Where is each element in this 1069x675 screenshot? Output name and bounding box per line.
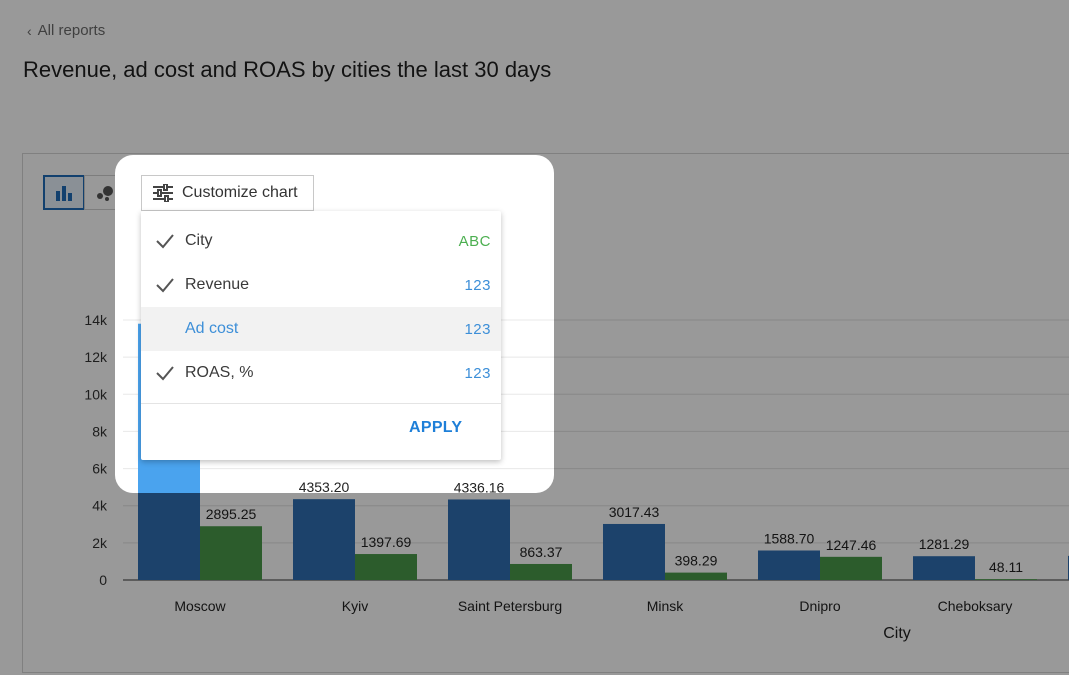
dropdown-item-revenue[interactable]: Revenue 123 (141, 263, 501, 307)
x-tick-label: Saint Petersburg (458, 598, 562, 614)
dropdown-item-label: Revenue (185, 276, 250, 293)
dropdown-divider (141, 403, 501, 404)
text-type-badge: ABC (458, 232, 491, 250)
data-label: 863.37 (520, 544, 563, 560)
y-tick-label: 12k (84, 349, 108, 365)
bar (975, 579, 1037, 580)
bar-view-button[interactable] (43, 175, 85, 210)
chevron-left-icon: ‹ (27, 22, 32, 39)
x-tick-label: Moscow (174, 598, 226, 614)
number-type-badge: 123 (464, 364, 491, 382)
x-tick-label: Minsk (647, 598, 685, 614)
check-icon (156, 366, 174, 381)
data-label: 4336.16 (454, 479, 505, 493)
data-label: 1281.29 (919, 536, 970, 552)
y-tick-label: 14k (84, 312, 108, 328)
x-tick-label: Kyiv (342, 598, 368, 614)
customize-chart-label: Customize chart (182, 184, 298, 201)
bubble-chart-icon (97, 185, 113, 201)
sliders-icon (153, 184, 173, 202)
x-axis-title: City (883, 625, 911, 642)
bar (200, 526, 262, 580)
bar (758, 550, 820, 580)
y-tick-label: 6k (92, 461, 108, 477)
bar-chart-icon (56, 185, 72, 201)
page-title: Revenue, ad cost and ROAS by cities the … (23, 57, 552, 82)
data-label: 398.29 (675, 553, 718, 569)
dropdown-item-label: ROAS, % (185, 364, 254, 381)
y-tick-label: 8k (92, 423, 108, 439)
number-type-badge: 123 (464, 320, 491, 338)
bar (820, 556, 882, 580)
data-label: 48.11 (989, 559, 1023, 575)
check-icon (156, 278, 174, 293)
data-label: 3017.43 (609, 504, 660, 520)
dropdown-item-roas[interactable]: ROAS, % 123 (141, 351, 501, 395)
dropdown-item-label: Ad cost (185, 320, 239, 337)
y-tick-label: 2k (92, 535, 108, 551)
bar (448, 499, 510, 580)
check-icon (156, 234, 174, 249)
data-label: 1397.69 (361, 534, 412, 550)
y-tick-label: 4k (92, 498, 108, 514)
customize-chart-button[interactable]: Customize chart (141, 175, 314, 211)
bar (355, 554, 417, 580)
y-tick-label: 10k (84, 386, 108, 402)
data-label: 1588.70 (764, 530, 815, 546)
dropdown-item-ad-cost[interactable]: Ad cost 123 (141, 307, 501, 351)
data-label: 4353.20 (299, 479, 350, 493)
bar (293, 499, 355, 580)
bar (603, 523, 665, 580)
back-link-label: All reports (37, 22, 106, 39)
dropdown-item-city[interactable]: City ABC (141, 219, 501, 263)
apply-button[interactable]: APPLY (409, 419, 463, 436)
y-tick-label: 0 (99, 572, 107, 588)
bar (510, 563, 572, 580)
data-label: 2895.25 (206, 506, 257, 522)
data-label: 1247.46 (826, 537, 877, 553)
dropdown-item-label: City (185, 232, 213, 249)
back-link[interactable]: ‹ All reports (27, 22, 105, 39)
x-tick-label: Dnipro (799, 598, 840, 614)
bar (913, 556, 975, 580)
number-type-badge: 123 (464, 276, 491, 294)
bar (665, 572, 727, 580)
customize-dropdown: City ABC Revenue 123 Ad cost 123 ROAS, %… (141, 211, 501, 460)
x-tick-label: Cheboksary (938, 598, 1013, 614)
